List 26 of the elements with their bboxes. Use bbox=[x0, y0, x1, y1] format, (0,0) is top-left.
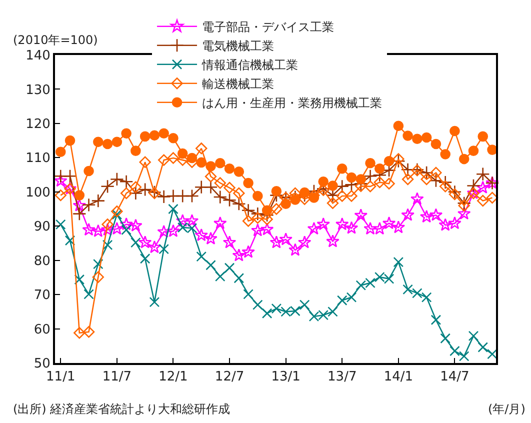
y-tick-label: 80 bbox=[34, 254, 50, 269]
legend-label: 電気機械工業 bbox=[202, 39, 274, 54]
legend-label: 輸送機械工業 bbox=[202, 77, 274, 92]
x-tick-label: 12/7 bbox=[214, 370, 244, 385]
legend-label: 情報通信機械工業 bbox=[201, 58, 298, 72]
x-tick-label: 14/1 bbox=[384, 370, 414, 385]
y-tick-label: 50 bbox=[34, 356, 50, 372]
y-tick-label: 110 bbox=[26, 151, 50, 166]
x-axis-title: (年/月) bbox=[488, 402, 526, 416]
y-tick-label: 140 bbox=[26, 48, 50, 64]
y-tick-label: 100 bbox=[26, 185, 50, 200]
y-axis-title: (2010年=100) bbox=[13, 33, 98, 47]
y-tick-label: 60 bbox=[34, 322, 50, 338]
legend-label: はん用・生産用・業務用機械工業 bbox=[202, 96, 382, 110]
x-tick-label: 11/1 bbox=[46, 370, 76, 385]
x-tick-label: 12/1 bbox=[158, 370, 188, 385]
x-tick-label: 14/7 bbox=[440, 370, 470, 385]
x-tick-label: 13/7 bbox=[328, 370, 357, 385]
y-tick-label: 120 bbox=[26, 116, 50, 132]
legend-label: 電子部品・デバイス工業 bbox=[202, 20, 334, 34]
y-tick-label: 70 bbox=[34, 288, 50, 304]
x-tick-label: 11/7 bbox=[102, 370, 132, 385]
text: (出所) 経済産業省統計より大和総研作成 bbox=[13, 402, 230, 416]
y-tick-label: 130 bbox=[26, 82, 50, 98]
y-tick-label: 90 bbox=[34, 220, 50, 235]
x-tick-label: 13/1 bbox=[271, 370, 300, 385]
